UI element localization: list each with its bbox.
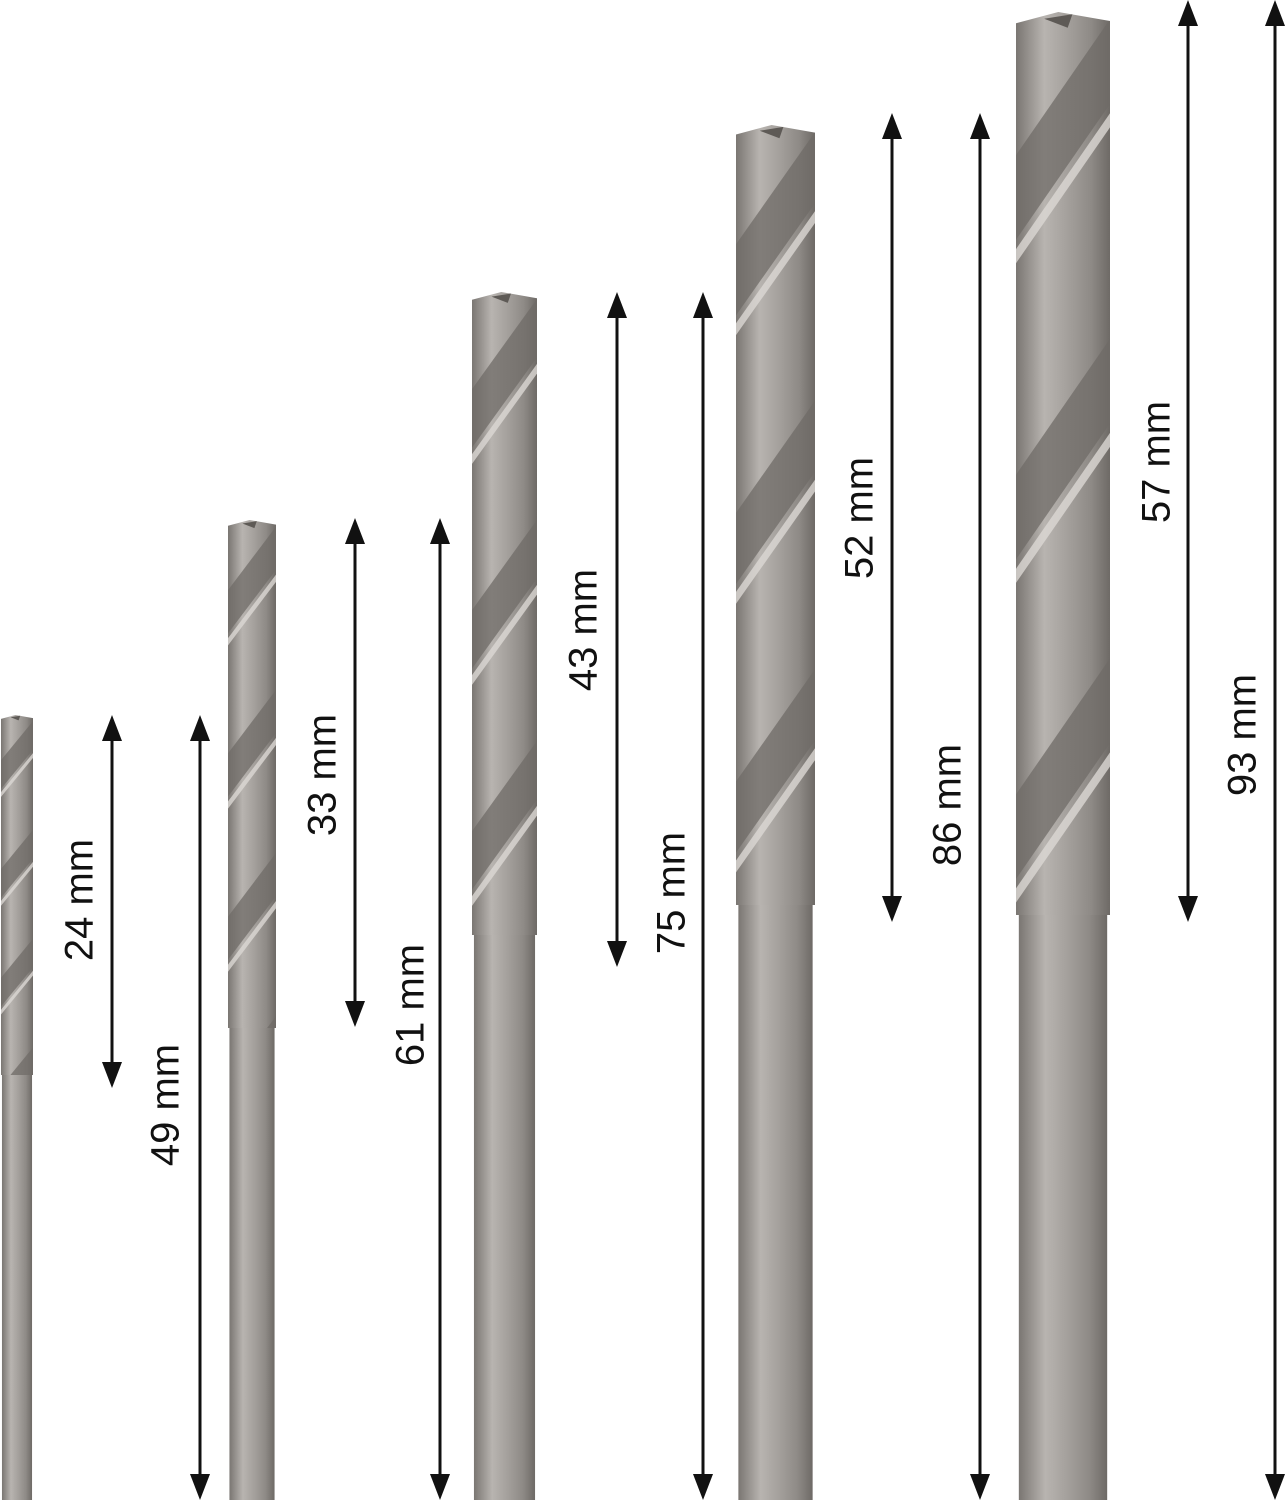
drill-flute-highlight xyxy=(1,861,33,906)
drill-tip xyxy=(242,521,257,529)
total-length-label-2: 61 mm xyxy=(388,943,433,1067)
drill-shank xyxy=(738,895,813,1500)
drill-flute-highlight xyxy=(223,405,281,489)
flute-length-arrow-3 xyxy=(607,292,627,967)
drill-flute-highlight xyxy=(1,753,33,797)
total-length-label-4: 86 mm xyxy=(925,743,970,867)
arrowhead-up-icon xyxy=(102,715,122,741)
arrowhead-up-icon xyxy=(430,518,450,544)
arrowhead-up-icon xyxy=(882,113,902,139)
drill-flute-highlight xyxy=(1016,752,1110,903)
drill-shank xyxy=(1,1065,33,1500)
flute-length-label-2: 33 mm xyxy=(300,713,345,837)
drill-bit-5 xyxy=(1016,12,1110,1500)
drill-flute-groove xyxy=(1016,338,1110,560)
arrowhead-up-icon xyxy=(190,715,210,741)
arrowhead-down-icon xyxy=(607,941,627,967)
drill-tip xyxy=(10,715,21,721)
total-length-label-5: 93 mm xyxy=(1220,673,1265,797)
arrowhead-up-icon xyxy=(1265,0,1285,26)
drill-flute-highlight xyxy=(1016,113,1110,264)
drill-flute-highlight xyxy=(472,805,537,906)
drill-flute-groove xyxy=(10,1047,33,1076)
drill-flute-groove xyxy=(1016,658,1110,879)
drill-bit-2 xyxy=(223,357,281,1500)
drill-bit-1 xyxy=(0,606,38,1500)
flute-length-label-1: 24 mm xyxy=(57,838,102,962)
drill-flute-groove xyxy=(228,689,276,797)
flute-length-arrow-1 xyxy=(102,715,122,1088)
drill-flute-highlight xyxy=(467,136,542,250)
drill-flute-highlight xyxy=(0,638,38,694)
drill-flute-groove xyxy=(736,400,815,584)
arrowhead-down-icon xyxy=(970,1474,990,1500)
total-length-arrow-3 xyxy=(693,292,713,1500)
drill-flute-groove xyxy=(472,299,537,448)
total-length-label-3: 75 mm xyxy=(649,831,694,955)
drill-flute-highlight xyxy=(736,211,815,336)
drill-flute-highlight xyxy=(736,748,815,873)
drill-shank xyxy=(1018,905,1108,1500)
total-length-arrow-2 xyxy=(430,518,450,1500)
drill-flute-highlight xyxy=(472,584,537,685)
arrowhead-up-icon xyxy=(693,292,713,318)
total-length-arrow-1 xyxy=(190,715,210,1500)
drill-shank xyxy=(473,925,536,1500)
arrowhead-down-icon xyxy=(882,896,902,922)
drill-bit-4 xyxy=(731,0,820,1500)
drill-flute-groove xyxy=(472,519,537,669)
drill-flute-highlight xyxy=(736,479,815,604)
drill-flute-groove xyxy=(0,606,38,686)
total-length-arrow-5 xyxy=(1265,0,1285,1500)
drill-flute-groove xyxy=(467,71,542,234)
arrowhead-down-icon xyxy=(1265,1474,1285,1500)
drill-flute-highlight xyxy=(472,363,537,464)
drill-flute-groove xyxy=(1,721,33,789)
drill-bit-3 xyxy=(467,71,542,1500)
arrowhead-up-icon xyxy=(970,113,990,139)
drill-flute-groove xyxy=(228,853,276,960)
drill-tip xyxy=(1044,14,1073,28)
drill-flute-groove xyxy=(1016,23,1110,240)
arrowhead-up-icon xyxy=(1178,0,1198,26)
drill-shank xyxy=(229,1018,275,1500)
total-length-arrow-4 xyxy=(970,113,990,1500)
drill-flute-groove xyxy=(223,357,281,477)
flute-length-label-3: 43 mm xyxy=(561,568,606,692)
drill-flute-groove xyxy=(267,1016,276,1028)
drill-flute-groove xyxy=(736,669,815,853)
drill-flute-highlight xyxy=(228,901,276,972)
drill-flute-highlight xyxy=(1,970,33,1015)
drill-tip xyxy=(491,293,511,303)
arrowhead-down-icon xyxy=(1178,896,1198,922)
drill-flute-groove xyxy=(1,938,33,1007)
arrowhead-up-icon xyxy=(607,292,627,318)
flute-length-arrow-2 xyxy=(345,518,365,1027)
drill-flute-groove xyxy=(1,829,33,898)
flute-length-label-4: 52 mm xyxy=(837,456,882,580)
drill-flute-highlight xyxy=(228,737,276,809)
flute-length-arrow-4 xyxy=(882,113,902,922)
arrowhead-down-icon xyxy=(102,1062,122,1088)
arrowhead-up-icon xyxy=(345,518,365,544)
total-length-label-1: 49 mm xyxy=(143,1043,188,1167)
drill-flute-groove xyxy=(731,0,820,54)
drill-flute-highlight xyxy=(228,574,276,646)
drill-flute-groove xyxy=(736,134,815,316)
drill-flute-highlight xyxy=(731,0,820,74)
arrowhead-down-icon xyxy=(693,1474,713,1500)
arrowhead-down-icon xyxy=(190,1474,210,1500)
arrowhead-down-icon xyxy=(345,1001,365,1027)
flute-length-arrow-5 xyxy=(1178,0,1198,922)
arrowhead-down-icon xyxy=(430,1474,450,1500)
drill-flute-groove xyxy=(228,526,276,634)
drill-flute-groove xyxy=(472,740,537,890)
flute-length-label-5: 57 mm xyxy=(1134,400,1179,524)
drill-tip xyxy=(759,126,784,139)
drill-flute-highlight xyxy=(1016,432,1110,583)
